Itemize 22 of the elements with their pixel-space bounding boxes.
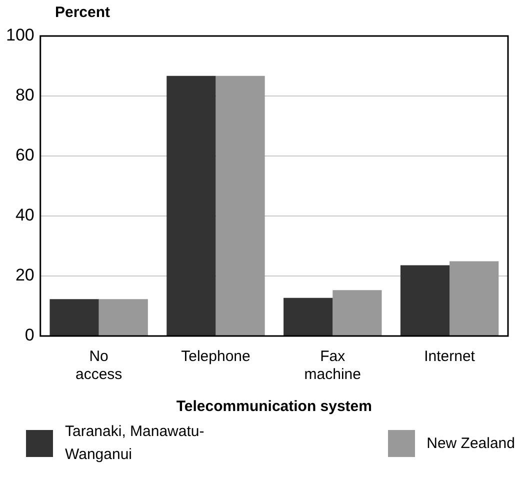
bar — [50, 299, 99, 336]
bar — [98, 299, 148, 336]
x-tick-label: No access — [75, 348, 122, 384]
bar — [166, 76, 216, 336]
bar — [450, 261, 499, 336]
bar — [400, 265, 450, 336]
y-tick-label: 40 — [15, 206, 34, 225]
bar — [216, 76, 265, 336]
x-tick-label: Fax machine — [304, 348, 361, 384]
bar — [284, 298, 333, 336]
y-tick-label: 20 — [15, 266, 34, 285]
bar — [332, 290, 382, 336]
x-tick-label: Internet — [424, 348, 476, 366]
legend-label: Taranaki, Manawatu-Wanganui — [65, 422, 206, 465]
legend-label: New Zealand — [426, 434, 515, 454]
y-axis-title: Percent — [55, 4, 110, 21]
y-tick-label: 100 — [6, 26, 34, 45]
x-axis-title: Telecommunication system — [176, 398, 372, 416]
y-tick-label: 80 — [15, 86, 34, 105]
y-tick-label: 0 — [24, 326, 34, 345]
x-tick-label: Telephone — [181, 348, 250, 366]
y-tick-label: 60 — [15, 146, 34, 165]
